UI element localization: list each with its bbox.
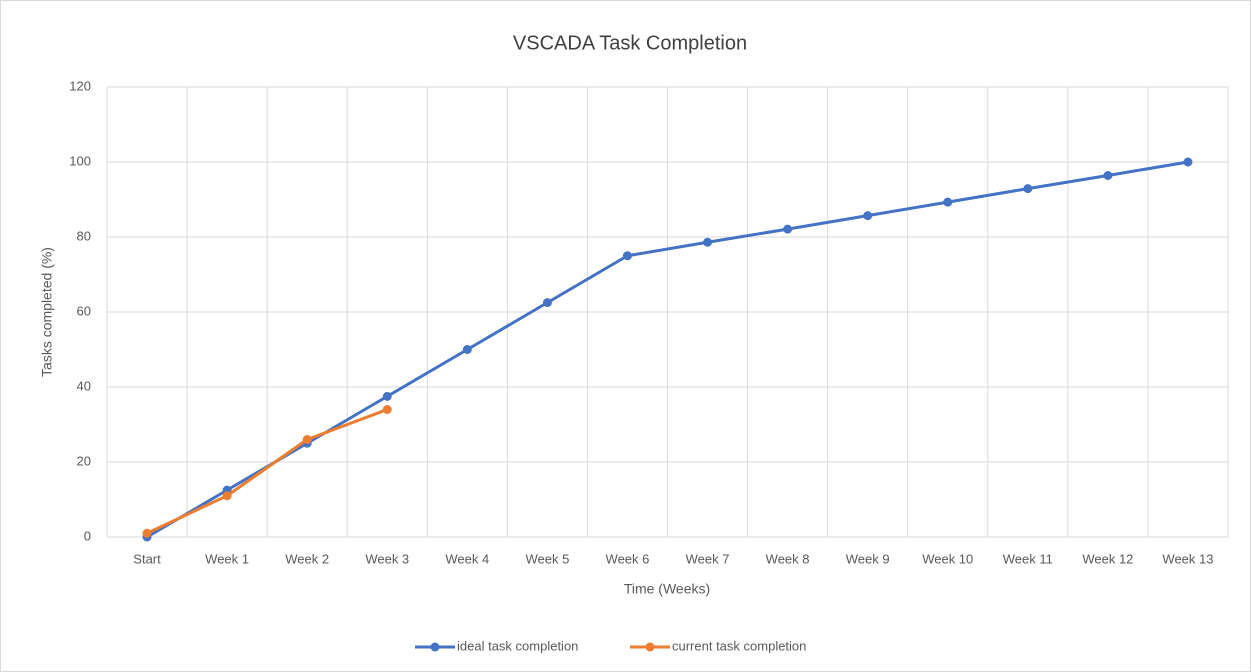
data-point — [783, 224, 793, 234]
y-tick-label: 80 — [77, 228, 91, 243]
y-tick-label: 100 — [69, 153, 91, 168]
data-point — [1103, 171, 1113, 180]
x-tick-label: Week 13 — [1162, 551, 1213, 566]
data-point — [382, 405, 392, 414]
x-tick-label: Week 6 — [606, 551, 650, 566]
data-point — [382, 391, 392, 401]
data-point — [542, 298, 552, 308]
x-tick-label: Week 11 — [1003, 551, 1053, 566]
x-tick-label: Week 1 — [205, 551, 249, 566]
data-point — [1023, 184, 1033, 194]
x-tick-label: Week 5 — [525, 551, 569, 566]
data-point — [142, 528, 152, 538]
legend-marker — [430, 642, 440, 652]
data-point — [462, 345, 472, 354]
x-tick-label: Week 7 — [686, 551, 730, 566]
legend-label: current task completion — [672, 638, 806, 653]
x-tick-label: Week 8 — [766, 551, 810, 566]
x-axis-title: Time (Weeks) — [624, 581, 710, 597]
legend-label: ideal task completion — [457, 638, 578, 653]
legend-marker — [645, 642, 655, 652]
y-axis-title: Tasks completed (%) — [39, 247, 55, 377]
data-point — [863, 211, 873, 221]
data-point — [622, 251, 632, 261]
y-tick-label: 40 — [77, 378, 91, 393]
data-point — [943, 197, 953, 207]
data-point — [1183, 157, 1193, 167]
x-tick-label: Week 12 — [1082, 551, 1133, 566]
x-tick-label: Week 9 — [846, 551, 890, 566]
data-point — [703, 237, 713, 247]
series-line — [146, 408, 388, 535]
y-tick-label: 0 — [84, 528, 91, 543]
data-point — [302, 435, 312, 444]
chart-title: VSCADA Task Completion — [513, 32, 747, 54]
y-tick-label: 60 — [77, 303, 91, 318]
y-tick-label: 20 — [77, 453, 91, 468]
x-tick-label: Week 3 — [365, 551, 409, 566]
x-tick-label: Start — [133, 551, 161, 566]
x-tick-label: Week 2 — [285, 551, 329, 566]
y-tick-label: 120 — [69, 78, 91, 93]
x-tick-label: Week 4 — [445, 551, 489, 566]
x-tick-label: Week 10 — [922, 551, 973, 566]
data-point — [222, 491, 232, 501]
